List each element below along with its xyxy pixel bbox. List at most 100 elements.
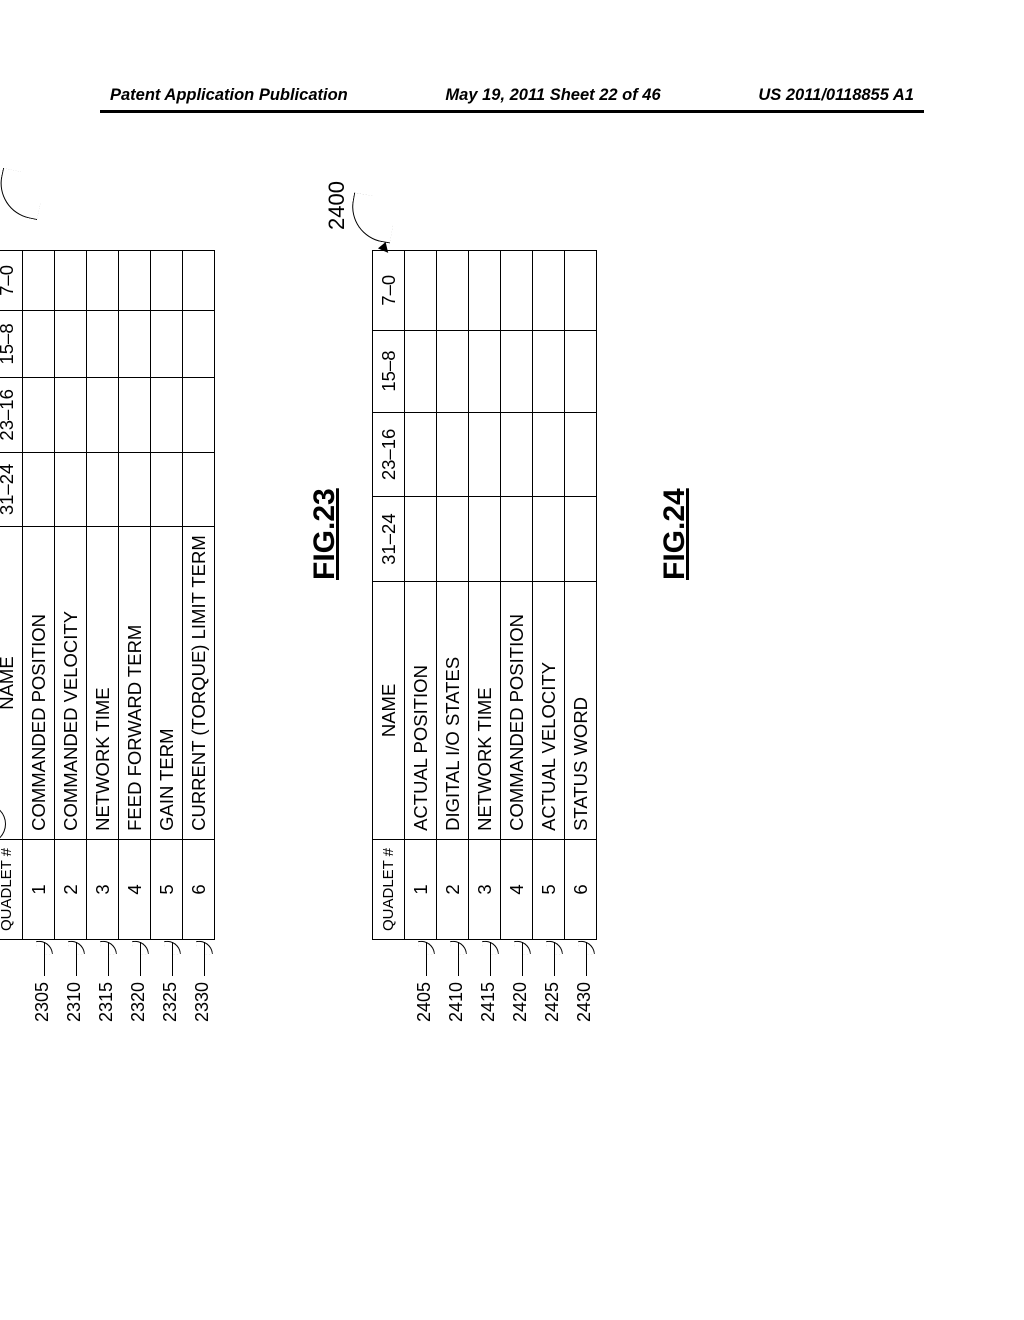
cell-bits xyxy=(119,452,151,527)
cell-bits xyxy=(533,497,565,582)
fig-24-label: FIG.24 xyxy=(658,488,692,580)
fig-23-block: ADLET? QUADLET # NAME 31–24 23–16 15–8 7… xyxy=(0,250,215,940)
row-ref-label: 2420 xyxy=(510,982,531,1022)
table-row: 1ACTUAL POSITION xyxy=(405,251,437,940)
fig-23-label: FIG.23 xyxy=(308,488,342,580)
table-row: 5ACTUAL VELOCITY xyxy=(533,251,565,940)
header-center: May 19, 2011 Sheet 22 of 46 xyxy=(445,86,660,105)
cell-bits xyxy=(437,497,469,582)
row-ref-label: 2315 xyxy=(96,982,117,1022)
col-bits-15-8: 15–8 xyxy=(373,330,405,412)
table-row: 1COMMANDED POSITION xyxy=(23,251,55,940)
table-fig23: QUADLET # NAME 31–24 23–16 15–8 7–0 1COM… xyxy=(0,250,215,940)
cell-bits xyxy=(23,251,55,311)
row-leader-line xyxy=(108,942,109,976)
cell-bits xyxy=(87,378,119,453)
header-rule xyxy=(100,110,924,113)
cell-bits xyxy=(405,251,437,331)
table-row: 5GAIN TERM xyxy=(151,251,183,940)
cell-bits xyxy=(533,412,565,497)
row-leader-line xyxy=(140,942,141,976)
row-leader-line xyxy=(76,942,77,976)
cell-name: COMMANDED VELOCITY xyxy=(55,527,87,840)
cell-bits xyxy=(23,310,55,377)
cell-name: COMMANDED POSITION xyxy=(501,581,533,839)
cell-bits xyxy=(437,251,469,331)
header-left: Patent Application Publication xyxy=(110,86,348,105)
cell-quadlet: 5 xyxy=(151,839,183,939)
cell-bits xyxy=(565,497,597,582)
col-bits-31-24: 31–24 xyxy=(0,452,23,527)
cell-quadlet: 1 xyxy=(405,839,437,939)
cell-bits xyxy=(55,310,87,377)
cell-bits xyxy=(533,330,565,412)
cell-name: NETWORK TIME xyxy=(87,527,119,840)
cell-quadlet: 1 xyxy=(23,839,55,939)
cell-bits xyxy=(87,452,119,527)
col-bits-23-16: 23–16 xyxy=(373,412,405,497)
cell-bits xyxy=(87,310,119,377)
cell-bits xyxy=(405,412,437,497)
cell-bits xyxy=(151,310,183,377)
cell-bits xyxy=(405,330,437,412)
row-ref-label: 2425 xyxy=(542,982,563,1022)
cell-bits xyxy=(119,251,151,311)
cell-bits xyxy=(565,330,597,412)
col-quadlet: QUADLET # xyxy=(373,839,405,939)
ref-2400: 2400 xyxy=(324,181,350,230)
cell-quadlet: 4 xyxy=(119,839,151,939)
cell-bits xyxy=(533,251,565,331)
cell-bits xyxy=(183,452,215,527)
cell-bits xyxy=(87,251,119,311)
row-leader-line xyxy=(172,942,173,976)
cell-bits xyxy=(183,251,215,311)
row-leader-line xyxy=(426,942,427,976)
cell-quadlet: 6 xyxy=(565,839,597,939)
row-ref-label: 2430 xyxy=(574,982,595,1022)
cell-bits xyxy=(119,378,151,453)
row-ref-label: 2410 xyxy=(446,982,467,1022)
row-leader-line xyxy=(44,942,45,976)
table-row: 6STATUS WORD xyxy=(565,251,597,940)
cell-name: FEED FORWARD TERM xyxy=(119,527,151,840)
cell-bits xyxy=(501,412,533,497)
col-bits-7-0: 7–0 xyxy=(373,251,405,331)
leader-2300 xyxy=(0,168,46,220)
fig-24-block: QUADLET # NAME 31–24 23–16 15–8 7–0 1ACT… xyxy=(372,250,597,940)
cell-name: CURRENT (TORQUE) LIMIT TERM xyxy=(183,527,215,840)
cell-name: COMMANDED POSITION xyxy=(23,527,55,840)
col-bits-23-16: 23–16 xyxy=(0,378,23,453)
cell-bits xyxy=(55,251,87,311)
cell-name: GAIN TERM xyxy=(151,527,183,840)
cell-quadlet: 5 xyxy=(533,839,565,939)
page-header: Patent Application Publication May 19, 2… xyxy=(0,86,1024,105)
table-header-row: QUADLET # NAME 31–24 23–16 15–8 7–0 xyxy=(0,251,23,940)
cell-bits xyxy=(469,497,501,582)
col-name: NAME xyxy=(0,527,23,840)
cell-name: STATUS WORD xyxy=(565,581,597,839)
col-quadlet: QUADLET # xyxy=(0,839,23,939)
row-leader-line xyxy=(204,942,205,976)
cell-quadlet: 2 xyxy=(437,839,469,939)
cell-bits xyxy=(501,330,533,412)
row-ref-label: 2325 xyxy=(160,982,181,1022)
table-row: 4COMMANDED POSITION xyxy=(501,251,533,940)
cell-bits xyxy=(405,497,437,582)
row-leader-line xyxy=(554,942,555,976)
cell-bits xyxy=(55,452,87,527)
leader-2400 xyxy=(347,193,398,244)
col-bits-7-0: 7–0 xyxy=(0,251,23,311)
row-ref-label: 2330 xyxy=(192,982,213,1022)
cell-bits xyxy=(23,378,55,453)
col-name: NAME xyxy=(373,581,405,839)
cell-bits xyxy=(183,378,215,453)
row-ref-label: 2405 xyxy=(414,982,435,1022)
row-leader-line xyxy=(586,942,587,976)
table-row: 2DIGITAL I/O STATES xyxy=(437,251,469,940)
cell-bits xyxy=(55,378,87,453)
cell-quadlet: 4 xyxy=(501,839,533,939)
cell-bits xyxy=(119,310,151,377)
cell-bits xyxy=(151,378,183,453)
cell-bits xyxy=(469,412,501,497)
cell-bits xyxy=(183,310,215,377)
